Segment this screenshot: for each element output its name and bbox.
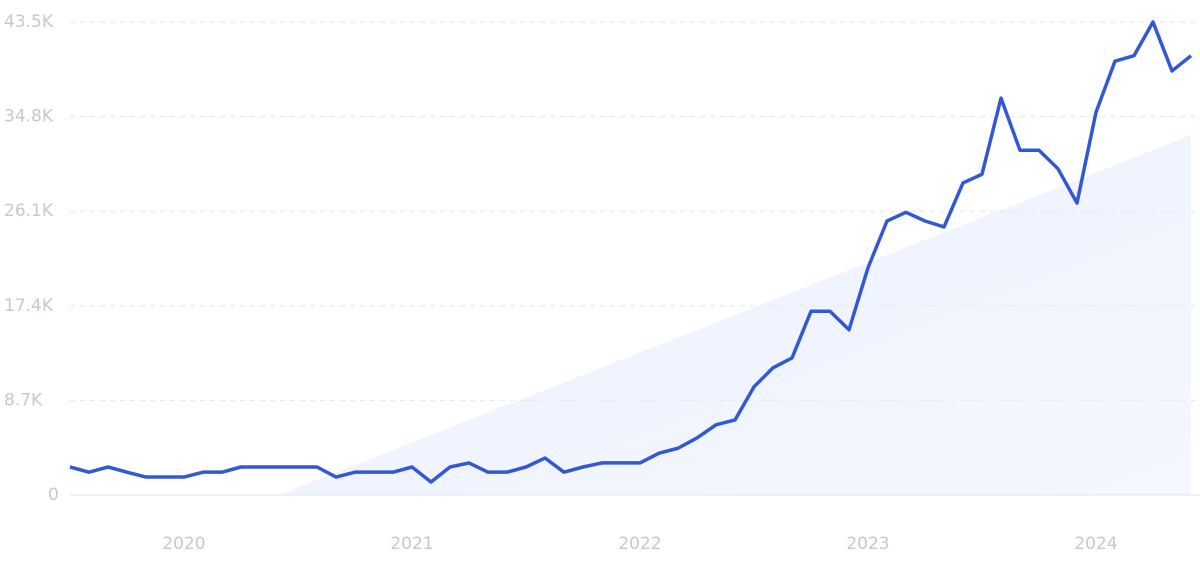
y-tick-label: 17.4K: [4, 296, 54, 316]
x-tick-label: 2021: [390, 534, 433, 554]
y-tick-label: 26.1K: [4, 201, 54, 221]
y-tick-label: 34.8K: [4, 107, 54, 127]
y-tick-label: 0: [48, 485, 59, 505]
x-tick-label: 2023: [846, 534, 889, 554]
x-tick-label: 2024: [1074, 534, 1117, 554]
y-tick-label: 43.5K: [4, 12, 54, 32]
x-tick-label: 2020: [162, 534, 205, 554]
data-line: [69, 20, 1193, 484]
x-tick-label: 2022: [618, 534, 661, 554]
trend-area: [279, 135, 1191, 495]
y-tick-label: 8.7K: [4, 390, 43, 410]
